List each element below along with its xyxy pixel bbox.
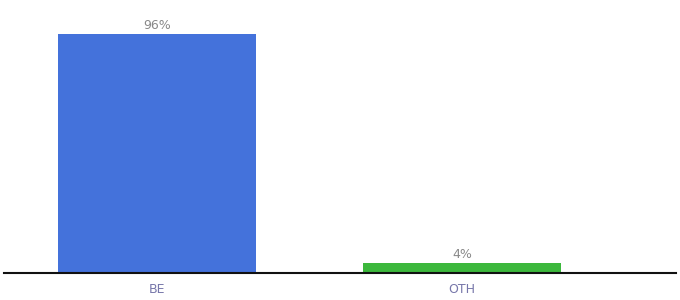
Bar	[58, 34, 256, 273]
Text: 96%: 96%	[143, 19, 171, 32]
Text: 4%: 4%	[452, 248, 472, 261]
Bar	[363, 263, 562, 273]
